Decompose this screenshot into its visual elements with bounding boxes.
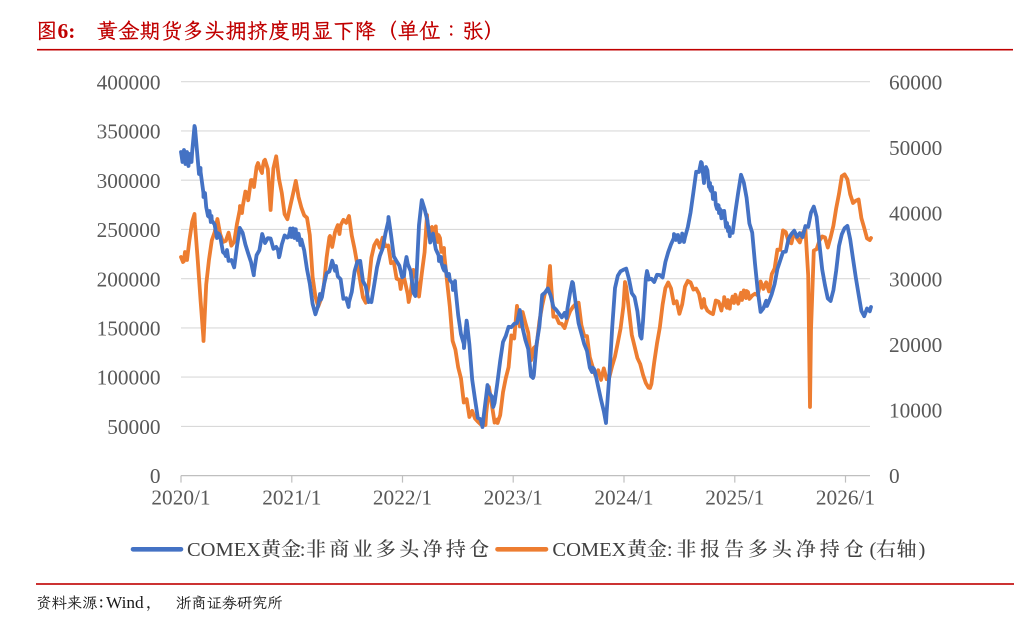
svg-text:2024/1: 2024/1 xyxy=(594,486,653,510)
svg-text:10000: 10000 xyxy=(889,399,942,423)
svg-text:50000: 50000 xyxy=(107,415,160,439)
svg-text:2022/1: 2022/1 xyxy=(373,486,432,510)
svg-text:300000: 300000 xyxy=(97,169,161,193)
svg-text:60000: 60000 xyxy=(889,70,942,94)
svg-text:0: 0 xyxy=(889,464,900,488)
svg-text:COMEX: COMEX xyxy=(187,539,261,561)
svg-text:): ) xyxy=(919,539,926,561)
svg-text:50000: 50000 xyxy=(889,136,942,160)
svg-text:150000: 150000 xyxy=(97,317,161,341)
svg-text:100000: 100000 xyxy=(97,366,161,390)
svg-text:30000: 30000 xyxy=(889,267,942,291)
svg-text:40000: 40000 xyxy=(889,202,942,226)
svg-text:(: ( xyxy=(870,539,877,561)
svg-text:250000: 250000 xyxy=(97,218,161,242)
svg-text:COMEX: COMEX xyxy=(552,539,626,561)
svg-text:2026/1: 2026/1 xyxy=(816,486,875,510)
svg-text:2023/1: 2023/1 xyxy=(484,486,543,510)
svg-text::: : xyxy=(667,539,673,561)
svg-text:2020/1: 2020/1 xyxy=(151,486,210,510)
svg-text:350000: 350000 xyxy=(97,120,161,144)
svg-text:20000: 20000 xyxy=(889,333,942,357)
svg-text:2025/1: 2025/1 xyxy=(705,486,764,510)
svg-text:400000: 400000 xyxy=(97,70,161,94)
svg-text:6:: 6: xyxy=(58,19,76,43)
svg-text:Wind: Wind xyxy=(106,593,144,612)
svg-text:0: 0 xyxy=(150,464,161,488)
svg-text:2021/1: 2021/1 xyxy=(262,486,321,510)
svg-text::: : xyxy=(300,539,306,561)
svg-text:200000: 200000 xyxy=(97,267,161,291)
